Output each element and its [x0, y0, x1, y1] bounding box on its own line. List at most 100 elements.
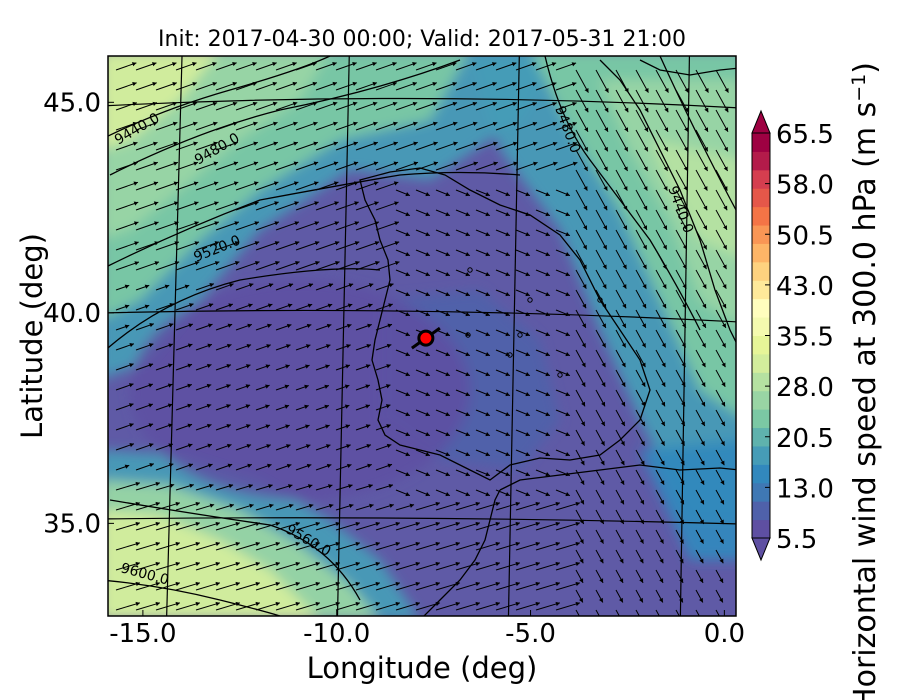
wind-arrow-shaft: [175, 542, 201, 551]
wind-arrow: [595, 409, 606, 427]
wind-arrow-head: [719, 578, 724, 583]
wind-arrow-head: [333, 141, 338, 146]
wind-arrow: [135, 581, 161, 591]
wind-arrow: [355, 601, 381, 611]
wind-arrow: [555, 489, 571, 497]
wind-arrow: [655, 569, 664, 584]
wind-arrow: [515, 249, 531, 257]
wind-arrow-head: [425, 432, 430, 437]
wind-arrow: [395, 289, 411, 297]
wind-arrow-head: [344, 384, 350, 389]
wind-arrow-head: [425, 232, 430, 237]
wind-arrow: [395, 249, 411, 257]
wind-arrow-head: [643, 166, 648, 172]
wind-arrow-shaft: [595, 89, 609, 113]
height-contour-3: [108, 268, 381, 349]
wind-arrow: [635, 149, 649, 172]
wind-arrow-head: [581, 382, 586, 387]
wind-arrow-head: [295, 521, 300, 527]
wind-arrow: [135, 481, 161, 491]
wind-arrow-head: [129, 423, 134, 428]
wind-arrow-head: [175, 521, 180, 527]
wind-arrow-shaft: [235, 582, 261, 591]
wind-arrow-head: [252, 62, 257, 67]
wind-arrow-shaft: [315, 201, 339, 211]
wind-arrow-head: [133, 181, 138, 186]
wind-arrow-shaft: [235, 201, 259, 211]
wind-arrow-head: [326, 323, 332, 329]
wind-arrow: [255, 323, 272, 331]
wind-arrow: [475, 249, 491, 257]
wind-arrow-head: [575, 501, 580, 507]
wind-arrow: [555, 561, 581, 571]
wind-arrow-shaft: [475, 502, 501, 511]
wind-arrow: [195, 323, 213, 331]
wind-arrow-head: [255, 541, 260, 547]
wind-arrow: [335, 121, 358, 131]
wind-arrow: [535, 489, 551, 497]
wind-arrow: [635, 449, 645, 466]
wind-arrow-head: [284, 404, 290, 409]
wind-arrow: [215, 443, 232, 451]
wind-arrow: [535, 269, 551, 277]
wind-arrow-shaft: [255, 201, 279, 211]
wind-arrow-head: [572, 121, 577, 127]
wind-arrow-head: [172, 62, 177, 67]
wind-arrow-head: [155, 501, 160, 507]
wind-arrow: [435, 449, 451, 457]
wind-arrow-head: [247, 323, 252, 328]
colorbar-tick-label-3: 28.0: [776, 373, 834, 403]
wind-arrow-head: [701, 323, 706, 328]
wind-arrow: [715, 229, 728, 250]
wind-arrow-shaft: [135, 582, 161, 591]
wind-arrow-head: [525, 292, 530, 297]
wind-vectors: [115, 62, 729, 623]
wind-arrow-head: [208, 303, 214, 308]
wind-arrow: [135, 383, 154, 391]
wind-arrow-head: [433, 141, 438, 146]
colorbar-segment-10: [752, 335, 770, 355]
wind-arrow-head: [472, 101, 478, 107]
wind-arrow-head: [723, 205, 728, 211]
wind-arrow: [495, 62, 517, 71]
wind-arrow: [295, 561, 321, 571]
wind-arrow: [495, 541, 521, 551]
wind-arrow: [475, 561, 501, 571]
wind-arrow: [395, 449, 411, 457]
wind-arrow: [535, 101, 557, 111]
wind-arrow: [415, 369, 431, 377]
wind-arrow-head: [254, 261, 260, 266]
wind-arrow: [235, 62, 257, 71]
wind-arrow-head: [571, 62, 577, 67]
wind-arrow: [315, 283, 334, 291]
wind-arrow-head: [661, 362, 666, 368]
wind-arrow-head: [601, 382, 606, 387]
wind-arrow-shaft: [395, 562, 421, 571]
colorbar-tick-label-1: 13.0: [776, 474, 834, 504]
wind-arrow-head: [324, 384, 329, 389]
wind-arrow: [715, 469, 725, 486]
wind-arrow: [555, 141, 578, 151]
wind-arrow-head: [373, 121, 378, 126]
wind-arrow: [135, 261, 160, 271]
wind-arrow: [255, 81, 278, 91]
wind-arrow-head: [584, 107, 589, 113]
wind-arrow-head: [233, 141, 238, 146]
wind-arrow-head: [387, 463, 393, 468]
wind-arrow: [135, 161, 158, 171]
wind-arrow-head: [453, 161, 458, 166]
wind-arrow-head: [155, 521, 160, 527]
wind-arrow: [635, 69, 649, 93]
wind-arrow-head: [366, 344, 371, 349]
wind-arrow-head: [640, 421, 645, 426]
wind-arrow-head: [639, 618, 643, 623]
wind-arrow: [535, 62, 557, 71]
wind-arrow-shaft: [455, 582, 481, 591]
wind-arrow: [335, 81, 358, 91]
wind-arrow-head: [288, 484, 293, 489]
wind-arrow: [495, 329, 511, 337]
wind-arrow-shaft: [655, 149, 669, 172]
wind-arrow-head: [265, 424, 271, 429]
wind-arrow-head: [663, 186, 668, 191]
